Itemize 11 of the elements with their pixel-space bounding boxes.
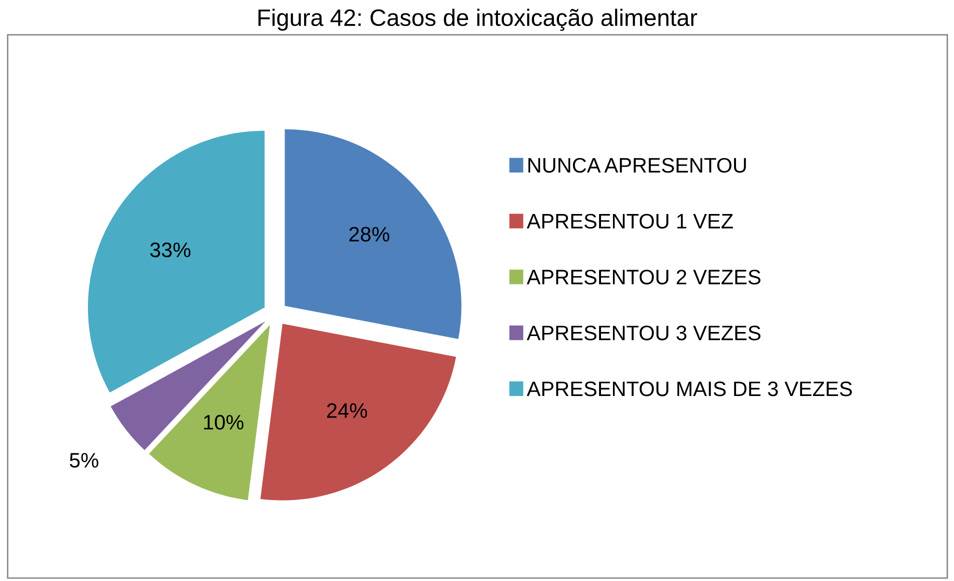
legend-label: APRESENTOU MAIS DE 3 VEZES bbox=[526, 381, 852, 396]
legend-label: APRESENTOU 1 VEZ bbox=[526, 214, 733, 229]
legend-label: APRESENTOU 2 VEZES bbox=[526, 270, 760, 284]
legend-label: NUNCA APRESENTOU bbox=[528, 158, 746, 173]
data-label: 10% bbox=[204, 414, 244, 430]
data-label: 28% bbox=[349, 226, 390, 242]
chart-title: Figura 42: Casos de intoxicação alimentar bbox=[258, 8, 698, 31]
data-label: 5% bbox=[70, 453, 98, 468]
data-label: 24% bbox=[327, 403, 368, 418]
data-label: 33% bbox=[150, 242, 190, 258]
legend-label: APRESENTOU 3 VEZES bbox=[526, 326, 760, 340]
